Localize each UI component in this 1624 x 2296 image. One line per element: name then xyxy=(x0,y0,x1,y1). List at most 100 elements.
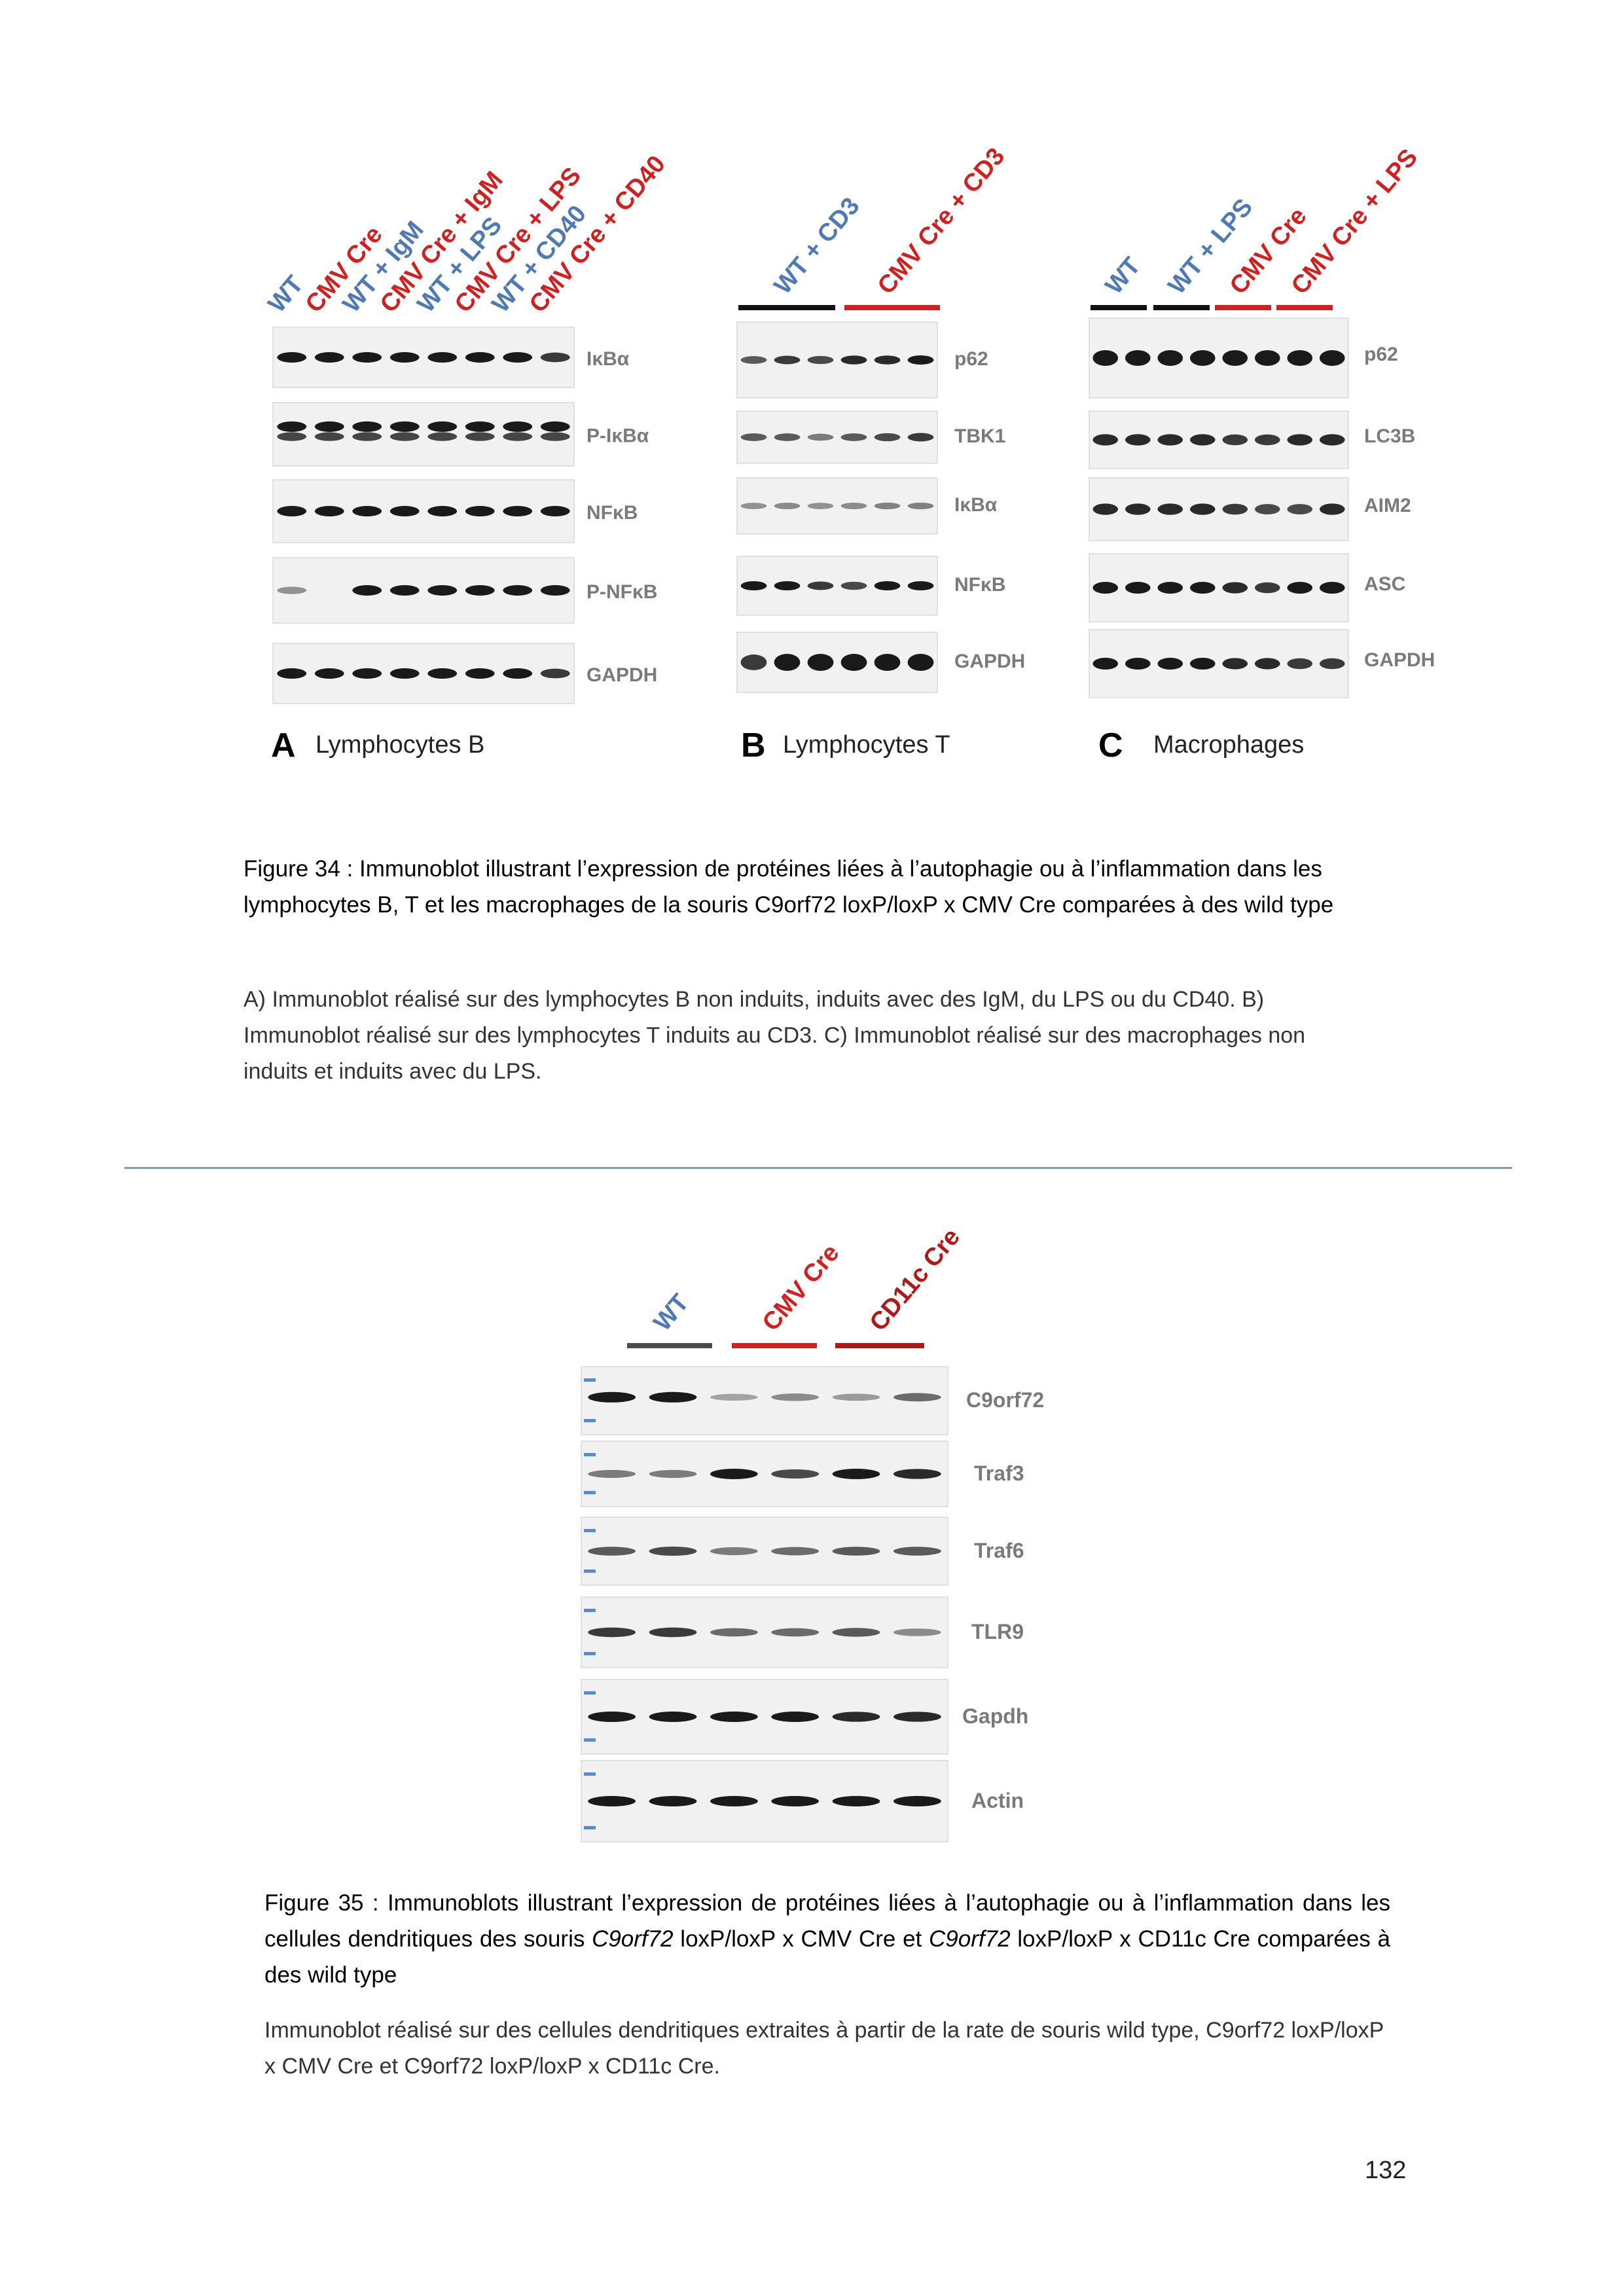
panelA-blot-band xyxy=(314,668,344,679)
panelA-blot-band xyxy=(427,506,458,516)
panelA-blot-band xyxy=(540,668,570,679)
panelC-blot-band xyxy=(1125,350,1151,366)
panelA-blot-band xyxy=(352,668,382,679)
panelC-group-bar xyxy=(1153,305,1210,310)
panelC-title: Macrophages xyxy=(1153,731,1304,759)
panelB-blot-band xyxy=(907,502,934,510)
panelA-blot-band xyxy=(427,585,458,596)
panelA-blot-band xyxy=(503,585,533,596)
fig35-blot-band xyxy=(710,1469,758,1479)
panelA-protein-label: P-IκBα xyxy=(586,425,649,447)
fig35-blot-membrane xyxy=(581,1366,948,1435)
panelA-blot-band xyxy=(389,668,420,679)
panelA-blot-band xyxy=(540,585,570,596)
panelA-blot xyxy=(272,402,575,467)
panelA-blot-band xyxy=(465,585,495,596)
fig35-blot xyxy=(581,1596,948,1668)
panelC-blot-band xyxy=(1157,658,1183,670)
fig35-blot-band xyxy=(893,1547,941,1556)
fig35-blot-band xyxy=(771,1796,820,1806)
panelA-blot-band xyxy=(503,668,533,679)
panelA-protein-label: NFκB xyxy=(586,502,638,524)
panelA-blot-band xyxy=(465,352,495,363)
fig35-blot-band xyxy=(893,1796,941,1806)
fig35-blot-band xyxy=(710,1547,758,1556)
fig35-group-bar xyxy=(732,1343,817,1348)
panelB-blot-band xyxy=(807,355,834,365)
panelA-blot-band xyxy=(389,585,420,596)
panelA-blot xyxy=(272,479,575,543)
panelA-blot-band xyxy=(314,506,344,516)
panelB-blot xyxy=(736,477,938,535)
panelC-blot xyxy=(1089,629,1349,698)
fig35-blot xyxy=(581,1679,948,1755)
panelB-blot-band xyxy=(840,355,867,365)
panelB-blot-band xyxy=(774,433,801,441)
panelB-blot-membrane xyxy=(736,321,938,399)
panelC-blot-band xyxy=(1254,434,1280,446)
section-separator xyxy=(124,1167,1512,1169)
panelC-group-bar xyxy=(1276,305,1333,310)
fig35-marker-ladder xyxy=(584,1570,596,1573)
panelC-blot xyxy=(1089,317,1349,399)
panelA-blot-band xyxy=(277,432,307,441)
panelA-blot-band xyxy=(389,432,420,441)
fig35-protein-label: Traf6 xyxy=(974,1539,1024,1562)
panelB-blot-band xyxy=(740,356,767,364)
panelB-blot-band xyxy=(907,433,934,442)
fig35-marker-ladder xyxy=(584,1378,596,1382)
panelB-blot xyxy=(736,632,938,693)
panelA-blot-band xyxy=(427,668,458,679)
fig35-blot xyxy=(581,1760,948,1842)
panelC-blot-band xyxy=(1287,658,1313,670)
figure35-caption-part2: loxP/loxP x CMV Cre et xyxy=(673,1926,929,1952)
panelC-blot-band xyxy=(1125,658,1151,670)
panelB-blot-band xyxy=(840,581,867,590)
fig35-group-bar xyxy=(835,1343,924,1348)
panelB-blot-band xyxy=(740,655,767,670)
panelA-protein-label: GAPDH xyxy=(586,664,657,686)
panelA-blot-band xyxy=(503,506,533,516)
panelA-blot-band xyxy=(277,506,307,516)
panelB-blot xyxy=(736,321,938,399)
panelC-blot-band xyxy=(1222,582,1248,594)
panelB-blot-membrane xyxy=(736,410,938,464)
fig35-protein-label: C9orf72 xyxy=(966,1388,1044,1412)
fig35-blot-band xyxy=(710,1393,758,1401)
panelC-blot-band xyxy=(1092,582,1119,594)
fig35-blot-band xyxy=(893,1393,941,1402)
panelB-blot-band xyxy=(807,433,834,441)
panelB-protein-label: TBK1 xyxy=(954,425,1005,447)
figure34-caption-title: Figure 34 : Immunoblot illustrant l’expr… xyxy=(244,856,1334,918)
panelB-blot-membrane xyxy=(736,556,938,616)
panelB-group-bar xyxy=(738,305,835,310)
fig35-blot-band xyxy=(588,1712,636,1722)
panelA-blot-band xyxy=(314,421,344,432)
panelC-blot-band xyxy=(1189,503,1216,515)
panelB-blot-band xyxy=(740,503,767,509)
panelB-blot-band xyxy=(740,581,767,590)
panelA-blot xyxy=(272,643,575,704)
fig35-blot-band xyxy=(588,1547,636,1556)
panelB-blot xyxy=(736,556,938,616)
figure35-caption-gene1: C9orf72 xyxy=(592,1926,674,1952)
fig35-blot xyxy=(581,1516,948,1586)
fig35-blot xyxy=(581,1441,948,1507)
panelB-protein-label: GAPDH xyxy=(954,651,1025,672)
fig35-protein-label: TLR9 xyxy=(971,1620,1024,1643)
panelC-blot-band xyxy=(1287,582,1313,594)
fig35-blot-band xyxy=(893,1628,941,1636)
panelA-blot-band xyxy=(427,421,458,432)
panelC-blot-band xyxy=(1157,350,1183,366)
panelB-blot-band xyxy=(907,355,934,365)
fig35-blot-band xyxy=(832,1469,880,1479)
panelA-blot-band xyxy=(277,352,307,363)
panelB-blot-band xyxy=(807,654,834,671)
panelA-blot xyxy=(272,557,575,624)
panelC-protein-label: LC3B xyxy=(1364,425,1415,447)
panelC-blot-band xyxy=(1222,350,1248,366)
panelB-group-label: CMV Cre + CD3 xyxy=(873,143,1011,300)
panelC-protein-label: GAPDH xyxy=(1364,649,1435,671)
panelC-blot-band xyxy=(1092,503,1119,515)
panelC-blot-band xyxy=(1157,582,1183,594)
